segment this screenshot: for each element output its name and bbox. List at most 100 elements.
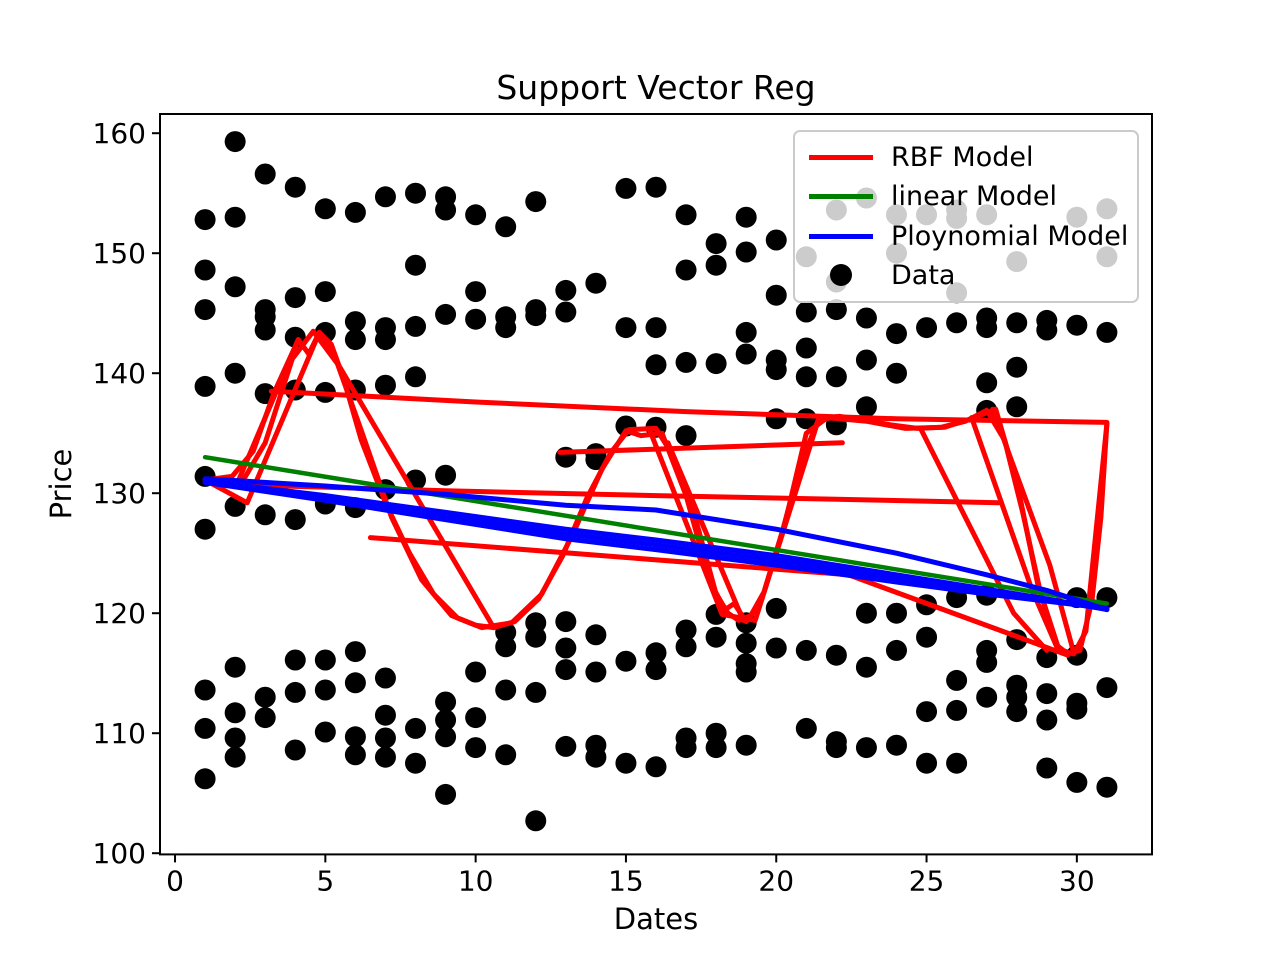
data-point bbox=[795, 366, 817, 388]
data-point bbox=[435, 691, 457, 713]
data-point bbox=[1036, 757, 1058, 779]
data-point bbox=[976, 372, 998, 394]
data-point bbox=[645, 317, 667, 339]
x-tick-label: 30 bbox=[1059, 864, 1095, 897]
data-point bbox=[1066, 698, 1088, 720]
data-point bbox=[585, 746, 607, 768]
linear-line-swatch bbox=[809, 194, 873, 200]
data-point bbox=[1066, 771, 1088, 793]
data-point bbox=[194, 679, 216, 701]
data-point bbox=[585, 449, 607, 471]
data-point bbox=[465, 204, 487, 226]
data-point bbox=[435, 303, 457, 325]
data-point bbox=[224, 362, 246, 384]
x-tick-label: 0 bbox=[166, 864, 184, 897]
data-point bbox=[855, 349, 877, 371]
data-point bbox=[314, 721, 336, 743]
data-point bbox=[765, 637, 787, 659]
data-point bbox=[946, 669, 968, 691]
data-point bbox=[675, 737, 697, 759]
data-point bbox=[555, 279, 577, 301]
legend-label: Data bbox=[891, 259, 956, 291]
data-point bbox=[344, 744, 366, 766]
data-point bbox=[855, 602, 877, 624]
data-point bbox=[946, 752, 968, 774]
data-point bbox=[1006, 686, 1028, 708]
y-axis-label: Price bbox=[44, 448, 78, 520]
data-point bbox=[585, 624, 607, 646]
x-axis-ticks: 0 5 10 15 20 25 30 bbox=[166, 854, 1095, 897]
data-point bbox=[284, 176, 306, 198]
y-tick-label: 130 bbox=[93, 477, 146, 510]
data-point bbox=[916, 701, 938, 723]
data-point bbox=[555, 611, 577, 633]
data-point bbox=[765, 359, 787, 381]
polynomial-line-swatch bbox=[809, 233, 873, 239]
data-point bbox=[615, 752, 637, 774]
y-tick-label: 140 bbox=[93, 357, 146, 390]
data-point bbox=[885, 639, 907, 661]
data-point bbox=[344, 329, 366, 351]
data-point bbox=[795, 301, 817, 323]
rbf-model-line bbox=[202, 328, 1110, 658]
x-tick-label: 15 bbox=[608, 864, 644, 897]
data-point bbox=[585, 661, 607, 683]
data-point bbox=[405, 366, 427, 388]
data-point bbox=[284, 681, 306, 703]
data-point bbox=[615, 650, 637, 672]
data-point bbox=[495, 679, 517, 701]
data-point bbox=[374, 727, 396, 749]
data-point bbox=[374, 329, 396, 351]
data-point bbox=[615, 317, 637, 339]
data-point bbox=[825, 644, 847, 666]
legend-label: linear Model bbox=[891, 181, 1058, 213]
data-point bbox=[976, 317, 998, 339]
data-point bbox=[645, 176, 667, 198]
data-point bbox=[976, 651, 998, 673]
data-point bbox=[765, 284, 787, 306]
data-point bbox=[254, 319, 276, 341]
data-point bbox=[675, 259, 697, 281]
data-point bbox=[1096, 677, 1118, 699]
data-point bbox=[224, 746, 246, 768]
data-point bbox=[284, 287, 306, 309]
x-axis-label: Dates bbox=[613, 902, 699, 936]
data-point bbox=[1036, 319, 1058, 341]
data-point bbox=[465, 661, 487, 683]
data-point bbox=[705, 722, 727, 744]
data-point bbox=[194, 299, 216, 321]
rbf-model-segment bbox=[202, 328, 1110, 657]
data-point bbox=[825, 737, 847, 759]
x-tick-label: 10 bbox=[458, 864, 494, 897]
x-tick-label: 25 bbox=[909, 864, 945, 897]
data-point bbox=[735, 321, 757, 343]
data-point bbox=[284, 509, 306, 531]
data-point bbox=[405, 182, 427, 204]
data-point bbox=[1036, 683, 1058, 705]
data-point bbox=[855, 656, 877, 678]
data-point bbox=[374, 374, 396, 396]
data-point bbox=[705, 353, 727, 375]
linear-model-segment bbox=[202, 454, 1110, 606]
data-point bbox=[495, 744, 517, 766]
data-point bbox=[795, 337, 817, 359]
data-point bbox=[1006, 312, 1028, 334]
y-tick-label: 120 bbox=[93, 597, 146, 630]
data-point bbox=[374, 186, 396, 208]
legend-item-linear-model: linear Model bbox=[809, 181, 1131, 212]
y-tick-label: 150 bbox=[93, 237, 146, 270]
data-point bbox=[916, 752, 938, 774]
data-point bbox=[194, 717, 216, 739]
data-point bbox=[885, 602, 907, 624]
data-point bbox=[855, 737, 877, 759]
rbf-model-segment bbox=[990, 406, 1077, 656]
data-point bbox=[314, 679, 336, 701]
data-point bbox=[495, 216, 517, 238]
data-point bbox=[645, 659, 667, 681]
rbf-model-segment bbox=[316, 329, 497, 631]
x-tick-label: 5 bbox=[316, 864, 334, 897]
data-point bbox=[585, 272, 607, 294]
data-point bbox=[465, 308, 487, 330]
data-point bbox=[224, 727, 246, 749]
